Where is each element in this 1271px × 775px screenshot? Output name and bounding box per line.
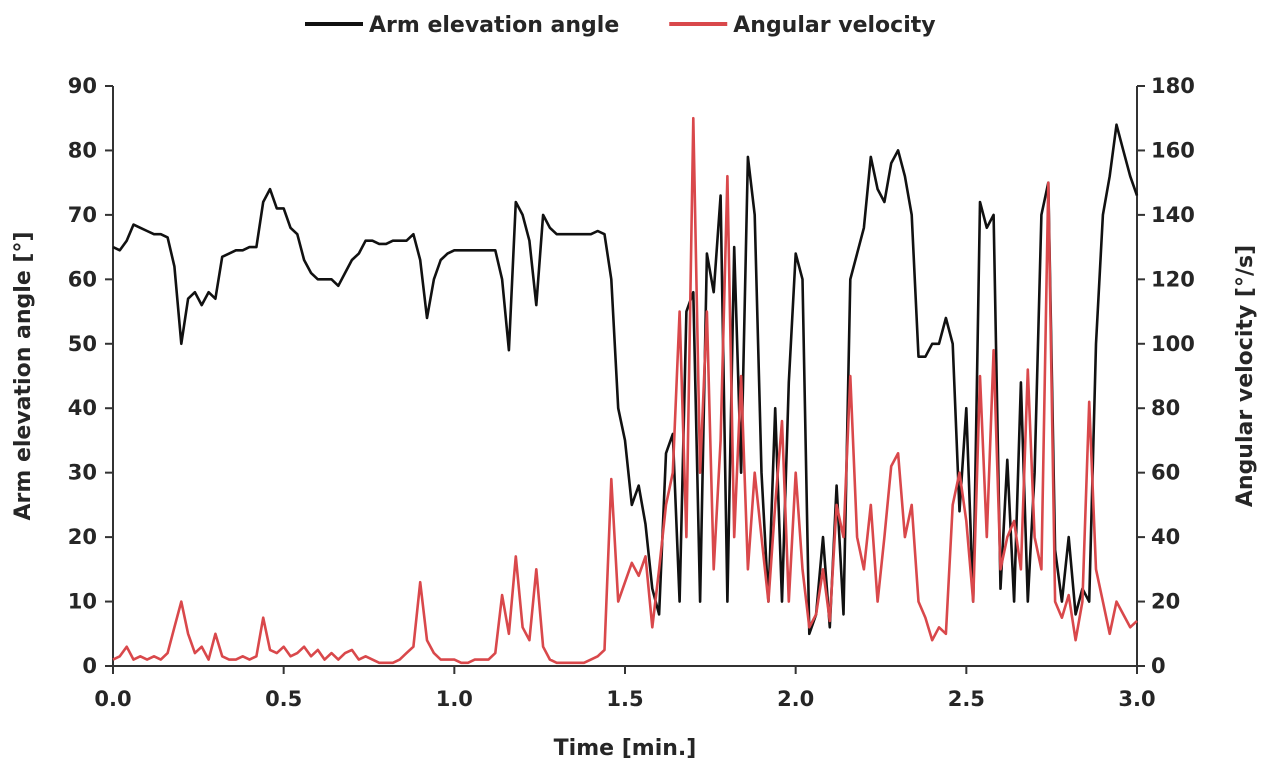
x-tick-label: 3.0 xyxy=(1118,687,1155,711)
y-tick-label: 20 xyxy=(68,525,97,549)
x-tick-label: 2.0 xyxy=(777,687,814,711)
y-tick-label: 90 xyxy=(68,74,97,98)
y2-tick-label: 0 xyxy=(1151,654,1166,678)
x-tick-label: 0.5 xyxy=(265,687,302,711)
x-tick-label: 2.5 xyxy=(948,687,985,711)
y2-tick-label: 120 xyxy=(1151,267,1195,291)
legend-label: Angular velocity xyxy=(733,13,935,38)
y2-tick-label: 80 xyxy=(1151,396,1180,420)
x-tick-label: 1.0 xyxy=(436,687,473,711)
y-tick-label: 60 xyxy=(68,267,97,291)
y2-axis-title: Angular velocity [°/s] xyxy=(1233,245,1258,507)
y-tick-label: 50 xyxy=(68,332,97,356)
y-tick-label: 40 xyxy=(68,396,97,420)
y2-tick-label: 60 xyxy=(1151,461,1180,485)
y2-tick-label: 20 xyxy=(1151,590,1180,614)
x-tick-label: 1.5 xyxy=(606,687,643,711)
x-axis-title: Time [min.] xyxy=(554,736,697,761)
y2-tick-label: 160 xyxy=(1151,138,1195,162)
y2-tick-label: 40 xyxy=(1151,525,1180,549)
y-tick-label: 80 xyxy=(68,138,97,162)
y-tick-label: 0 xyxy=(82,654,97,678)
series-line xyxy=(112,116,1138,665)
legend-label: Arm elevation angle xyxy=(369,13,619,38)
y2-tick-label: 140 xyxy=(1151,203,1195,227)
series-line xyxy=(112,123,1139,636)
y-axis-title: Arm elevation angle [°] xyxy=(11,231,36,520)
y-tick-label: 10 xyxy=(68,590,97,614)
y2-tick-label: 100 xyxy=(1151,332,1195,356)
y2-tick-label: 180 xyxy=(1151,74,1195,98)
y-tick-label: 70 xyxy=(68,203,97,227)
y-tick-label: 30 xyxy=(68,461,97,485)
x-tick-label: 0.0 xyxy=(94,687,131,711)
